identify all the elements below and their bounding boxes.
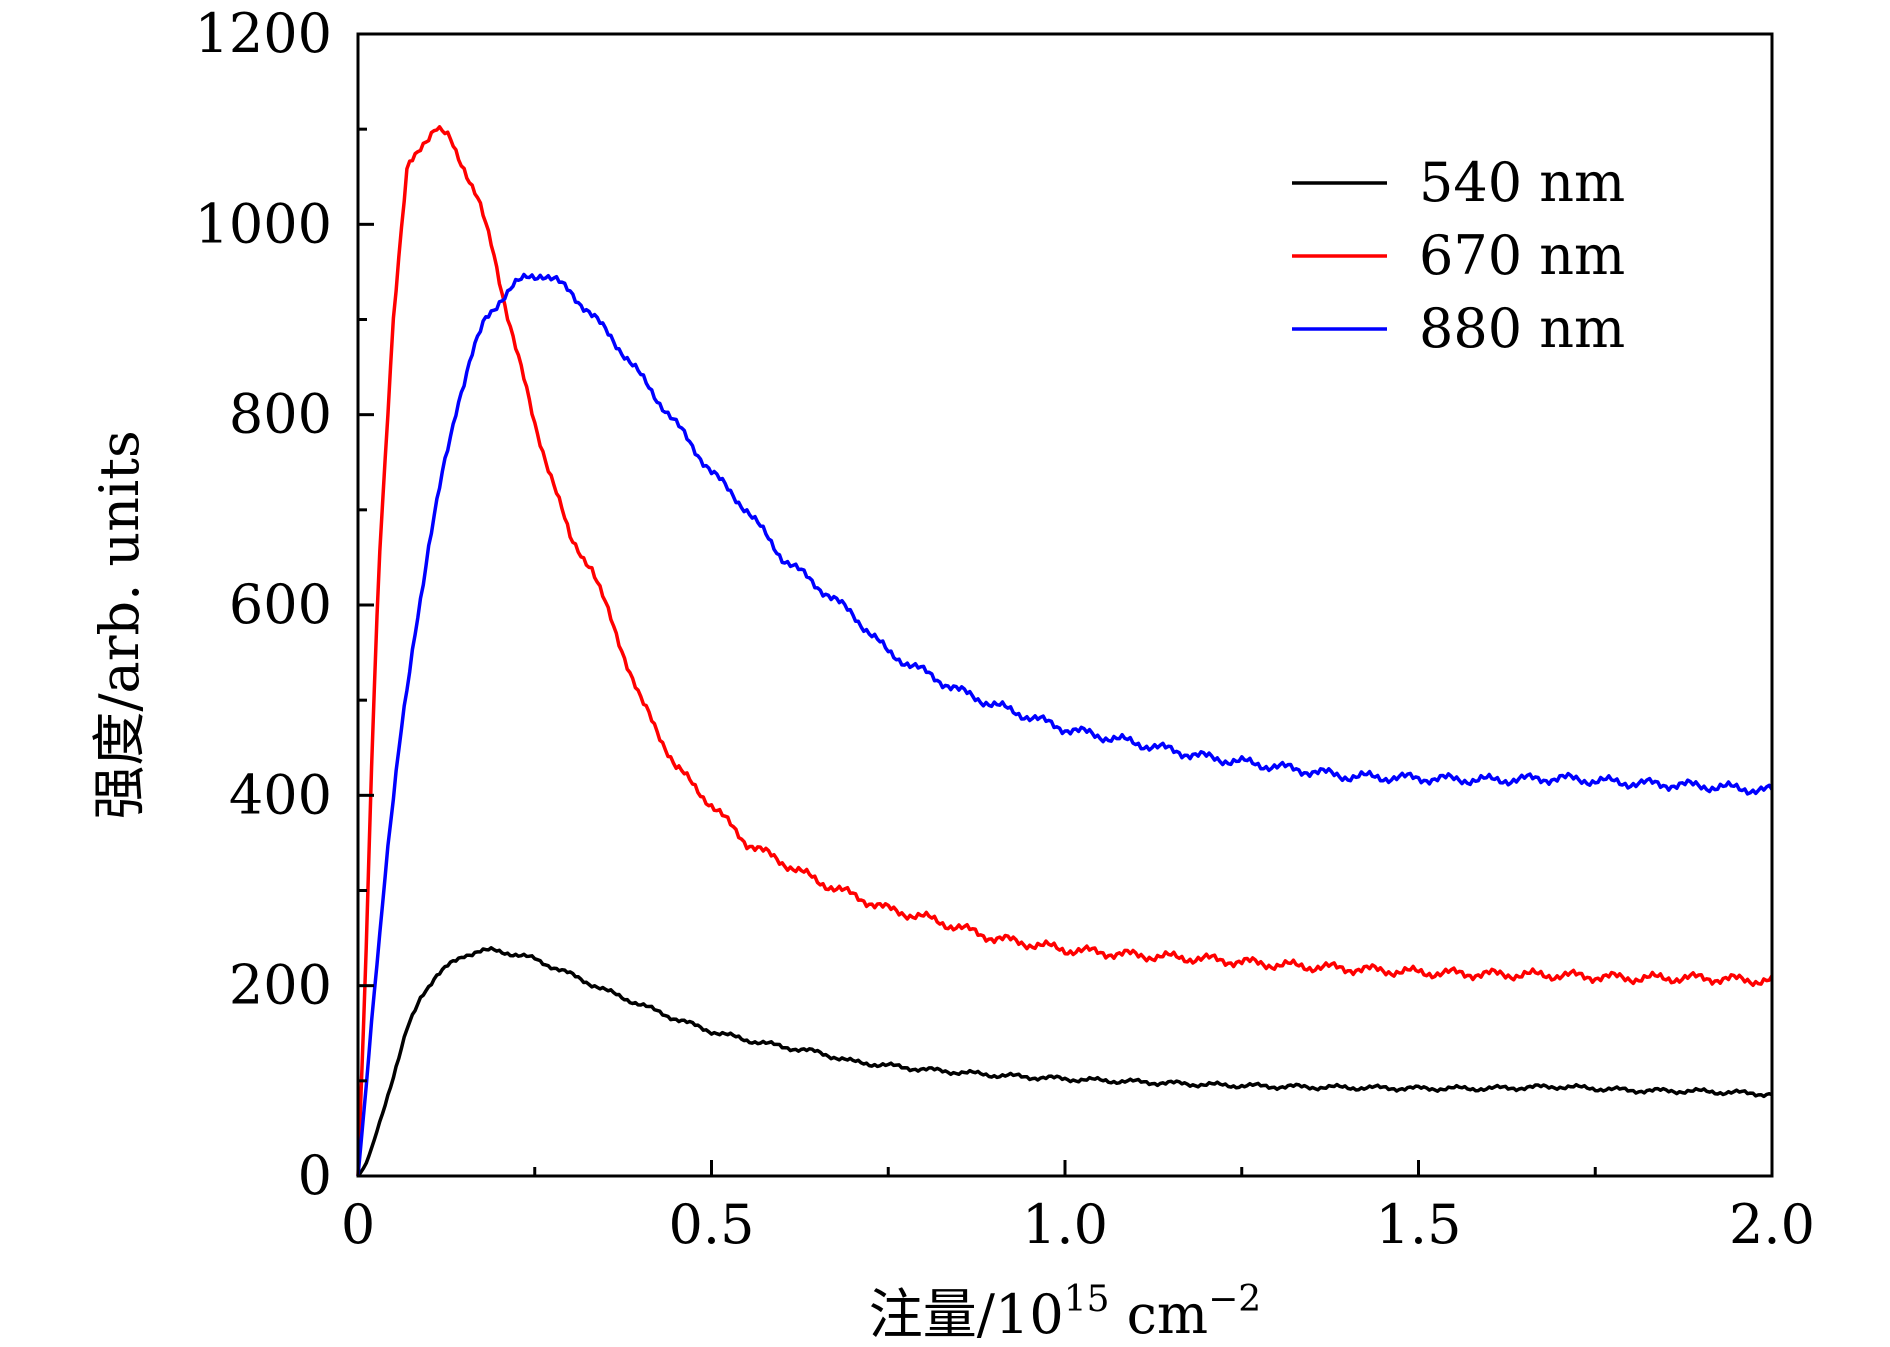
y-tick-label: 1200	[195, 2, 332, 65]
legend-label: 670 nm	[1419, 224, 1625, 287]
x-axis-label-main: 注量/10	[869, 1283, 1064, 1346]
legend-label: 880 nm	[1419, 297, 1625, 360]
x-tick-label: 1.5	[1376, 1193, 1462, 1256]
series-line-880-nm	[356, 272, 1774, 1177]
legend-label: 540 nm	[1419, 151, 1625, 214]
y-tick-label: 1000	[195, 192, 332, 255]
series-line-670-nm	[356, 125, 1774, 1177]
legend: 540 nm 670 nm 880 nm	[1292, 151, 1625, 360]
y-tick-label: 200	[229, 954, 332, 1017]
x-tick-label: 0	[341, 1193, 375, 1256]
y-tick-label: 400	[229, 763, 332, 826]
x-tick-label: 1.0	[1022, 1193, 1108, 1256]
x-axis-label-unit: cm	[1110, 1283, 1209, 1346]
x-axis-label-unit-superscript: −2	[1208, 1279, 1261, 1320]
y-tick-label: 600	[229, 573, 332, 636]
x-axis-label-superscript: 15	[1064, 1279, 1110, 1320]
y-axis-label: 强度/arb. units	[88, 430, 151, 819]
tick-layer: 0 0.5 1.0 1.5 2.0 0 200 400 600 800 1000 1200	[195, 2, 1815, 1256]
series-layer	[356, 125, 1774, 1178]
y-tick-label: 0	[298, 1144, 332, 1207]
x-axis-label: 注量/1015 cm−2	[869, 1279, 1261, 1346]
x-tick-label: 0.5	[669, 1193, 755, 1256]
y-tick-label: 800	[229, 383, 332, 446]
series-line-540-nm	[356, 946, 1773, 1178]
x-tick-label: 2.0	[1729, 1193, 1815, 1256]
